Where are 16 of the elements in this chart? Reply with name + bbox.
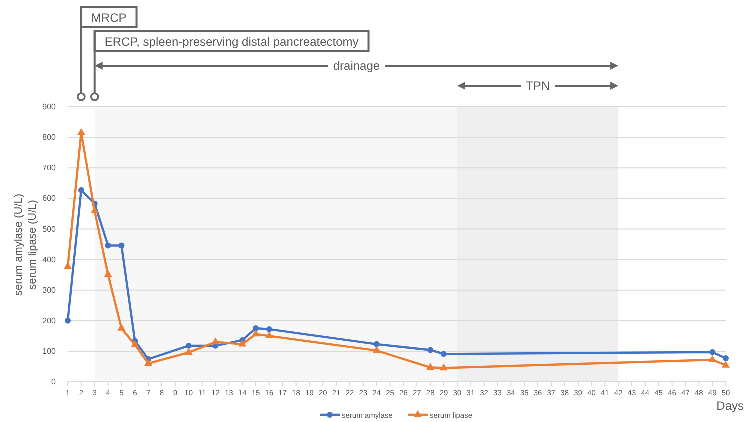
y-axis-title: serum amylase (U/L) serum lipase (U/L)	[13, 194, 39, 296]
y-tick-label: 800	[42, 133, 57, 142]
y-tick-label: 100	[42, 347, 57, 356]
ref-line-label: MRCP	[91, 11, 127, 25]
y-tick-label: 0	[52, 378, 57, 387]
ref-line-label: ERCP, spleen-preserving distal pancreatectomy	[104, 35, 359, 49]
y-tick-label: 400	[42, 255, 57, 264]
y-tick-label: 500	[42, 224, 57, 234]
y-tick-label: 600	[42, 194, 57, 204]
y-tick-label: 700	[42, 164, 57, 173]
x-axis-title: Days	[716, 399, 744, 413]
legend-label: TPN	[526, 79, 550, 93]
y-tick-label: 200	[42, 316, 57, 326]
y-tick-label: 300	[42, 286, 57, 295]
y-tick-label: 900	[42, 102, 57, 112]
band-label: drainage	[333, 59, 380, 73]
